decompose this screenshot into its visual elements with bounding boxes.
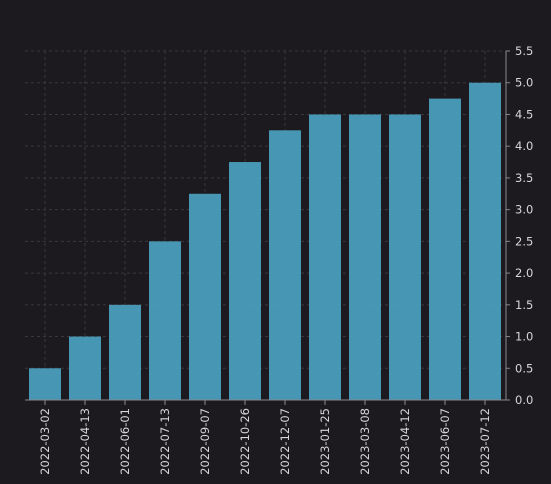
x-tick-label: 2022-07-13 (158, 408, 172, 475)
x-tick-label: 2022-06-01 (118, 408, 132, 475)
axes (25, 51, 507, 401)
y-tick-label: 1.0 (515, 330, 533, 344)
y-tick-label: 3.0 (515, 203, 533, 217)
y-tick-label: 2.0 (515, 266, 533, 280)
x-tick-label: 2023-01-25 (318, 408, 332, 475)
y-tick-label: 1.5 (515, 298, 533, 312)
x-tick-label: 2022-09-07 (198, 408, 212, 475)
x-tick-label: 2022-04-13 (78, 408, 92, 475)
bar (69, 336, 101, 400)
x-tick-label: 2023-03-08 (358, 408, 372, 475)
y-tick-label: 3.5 (515, 171, 533, 185)
y-tick-label: 0.5 (515, 361, 533, 375)
bar (429, 98, 461, 400)
x-tick-label: 2022-03-02 (38, 408, 52, 475)
bar (109, 304, 141, 400)
x-axis-ticks: 2022-03-02 2022-04-13 2022-06-01 2022-07-13… (38, 400, 492, 475)
x-tick-label: 2022-12-07 (278, 408, 292, 475)
bar (349, 114, 381, 401)
x-tick-label: 2023-06-07 (438, 408, 452, 475)
bars (29, 82, 501, 401)
y-tick-label: 0.0 (515, 393, 533, 407)
bar (149, 241, 181, 400)
bar (29, 368, 61, 400)
y-axis-ticks: 0.0 0.5 1.0 1.5 2.0 2.5 3.0 3.5 4.0 4.5 5.0 5.5 (506, 44, 533, 407)
bar (389, 114, 421, 401)
bar (469, 82, 501, 401)
x-tick-label: 2023-07-12 (478, 408, 492, 475)
y-tick-label: 5.5 (515, 44, 533, 58)
bar (189, 193, 221, 400)
y-tick-label: 5.0 (515, 76, 533, 90)
y-tick-label: 4.0 (515, 139, 533, 153)
x-tick-label: 2022-10-26 (238, 408, 252, 475)
y-tick-label: 2.5 (515, 234, 533, 248)
bar (229, 162, 261, 400)
bar (309, 114, 341, 401)
y-tick-label: 4.5 (515, 107, 533, 121)
bar (269, 130, 301, 400)
x-tick-label: 2023-04-12 (398, 408, 412, 475)
